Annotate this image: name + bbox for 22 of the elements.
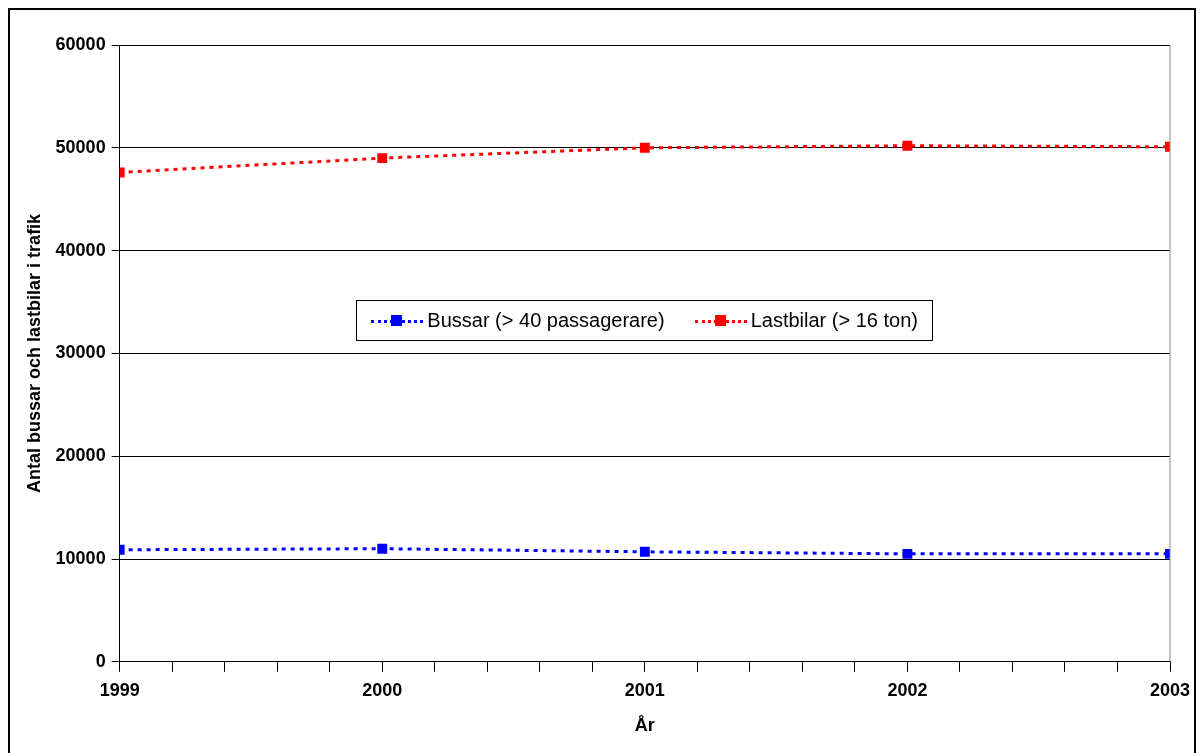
y-tick-label: 10000 (55, 547, 106, 568)
point (639, 546, 650, 557)
y-tick-label: 30000 (55, 342, 106, 363)
legend-label: Bussar (> 40 passagerare) (427, 309, 665, 333)
point (377, 543, 388, 554)
y-tick-label: 50000 (55, 136, 106, 157)
legend-label: Lastbilar (> 16 ton) (750, 309, 918, 333)
y-axis-title: Antal bussar och lastbilar i trafik (23, 212, 44, 493)
point (377, 153, 388, 164)
point (902, 548, 913, 559)
x-tick-label: 2002 (887, 679, 928, 700)
x-tick-label: 2001 (624, 679, 665, 700)
point (902, 140, 913, 151)
x-axis-title: År (634, 715, 655, 736)
x-tick-label: 1999 (99, 679, 140, 700)
x-tick-label: 2003 (1149, 679, 1191, 700)
y-tick-label: 0 (95, 650, 106, 671)
point (639, 142, 650, 153)
x-tick-label: 2000 (362, 679, 403, 700)
y-tick-label: 40000 (55, 239, 106, 260)
y-tick-label: 20000 (55, 445, 106, 466)
y-tick-label: 60000 (55, 33, 106, 54)
